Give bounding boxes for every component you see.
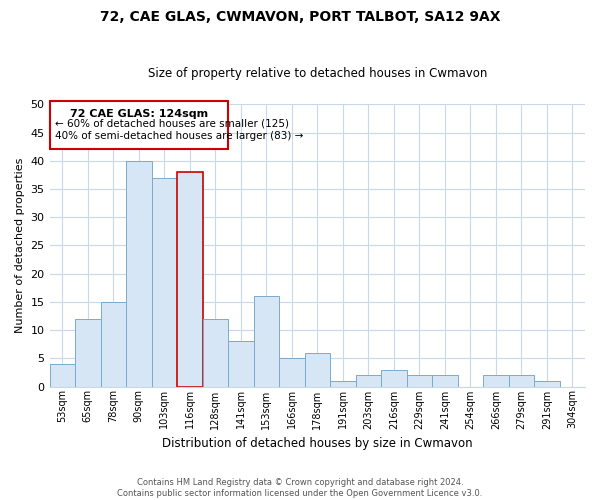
Text: 72 CAE GLAS: 124sqm: 72 CAE GLAS: 124sqm <box>70 109 208 119</box>
Text: 72, CAE GLAS, CWMAVON, PORT TALBOT, SA12 9AX: 72, CAE GLAS, CWMAVON, PORT TALBOT, SA12… <box>100 10 500 24</box>
Text: ← 60% of detached houses are smaller (125): ← 60% of detached houses are smaller (12… <box>55 118 289 128</box>
Text: Contains HM Land Registry data © Crown copyright and database right 2024.
Contai: Contains HM Land Registry data © Crown c… <box>118 478 482 498</box>
Bar <box>75 319 101 386</box>
Bar <box>228 342 254 386</box>
Bar <box>50 102 228 150</box>
Bar <box>50 364 75 386</box>
Bar <box>254 296 279 386</box>
X-axis label: Distribution of detached houses by size in Cwmavon: Distribution of detached houses by size … <box>162 437 473 450</box>
Title: Size of property relative to detached houses in Cwmavon: Size of property relative to detached ho… <box>148 66 487 80</box>
Bar <box>101 302 126 386</box>
Bar <box>407 375 432 386</box>
Bar <box>509 375 534 386</box>
Bar <box>534 381 560 386</box>
Bar <box>483 375 509 386</box>
Bar <box>305 352 330 386</box>
Bar <box>203 319 228 386</box>
Bar <box>279 358 305 386</box>
Bar <box>330 381 356 386</box>
Bar <box>356 375 381 386</box>
Y-axis label: Number of detached properties: Number of detached properties <box>15 158 25 333</box>
Bar <box>152 178 177 386</box>
Text: 40% of semi-detached houses are larger (83) →: 40% of semi-detached houses are larger (… <box>55 132 303 141</box>
Bar <box>381 370 407 386</box>
Bar <box>177 172 203 386</box>
Bar <box>432 375 458 386</box>
Bar <box>126 160 152 386</box>
